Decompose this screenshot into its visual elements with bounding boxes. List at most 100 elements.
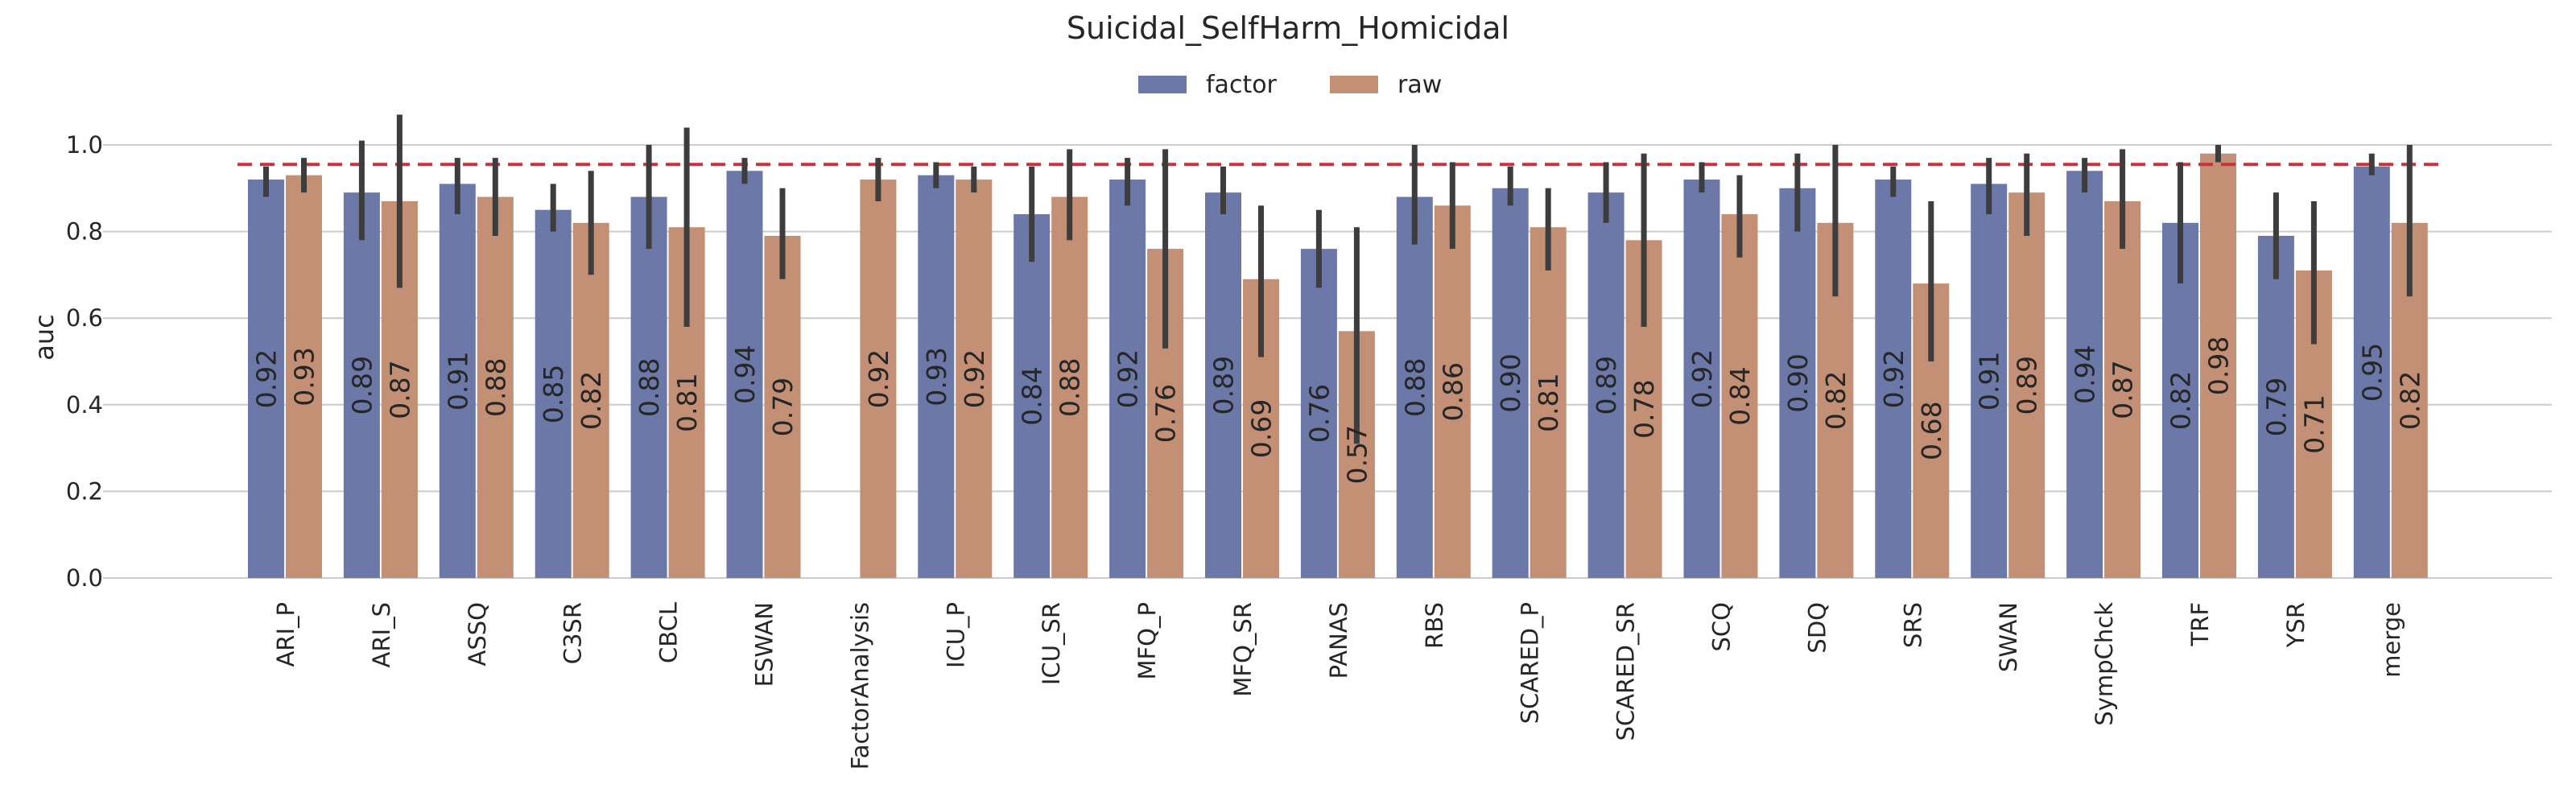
bar-factor-SCARED_P [1492,188,1529,579]
bar-factor-SDQ [1779,188,1816,579]
bar-value-label: 0.79 [767,378,799,436]
bar-value-label: 0.88 [480,358,511,417]
bar-value-label: 0.92 [251,349,283,408]
x-tick-label: PANAS [1325,602,1352,679]
bar-raw-SympChck [2104,200,2141,578]
bar-value-label: 0.84 [1724,366,1756,425]
bar-factor-ASSQ [439,184,476,579]
bar-value-label: 0.91 [1974,351,2005,410]
bar-factor-ICU_P [918,175,955,578]
y-tick-label: 0.8 [66,218,103,246]
bar-value-label: 0.81 [1533,373,1564,431]
bar-factor-ARI_S [343,192,380,578]
bars [248,153,2428,579]
bar-value-label: 0.88 [1399,358,1430,417]
x-tick-label: ESWAN [751,602,778,687]
legend-label-raw: raw [1397,71,1442,99]
bar-value-label: 0.94 [2070,345,2101,403]
x-tick-label: ASSQ [464,602,491,666]
bar-value-label: 0.87 [384,360,415,419]
legend-label-factor: factor [1206,71,1278,99]
chart-title: Suicidal_SelfHarm_Homicidal [1067,10,1509,46]
bar-value-label: 0.82 [2165,371,2197,430]
bar-raw-SCQ [1721,214,1758,578]
bar-factor-SWAN [1971,184,2008,579]
x-tick-label: RBS [1421,602,1448,649]
x-tick-label: ARI_S [368,602,395,667]
bar-factor-merge [2353,166,2390,578]
bar-factor-MFQ_SR [1205,192,1241,578]
bar-factor-SRS [1875,180,1912,579]
bar-value-label: 0.76 [1150,384,1182,443]
y-tick-label: 0.2 [66,477,103,505]
bar-value-label: 0.85 [538,365,569,423]
bar-value-label: 0.90 [1782,353,1814,412]
x-tick-label: SRS [1899,602,1926,648]
x-tick-label: FactorAnalysis [846,602,873,770]
bar-value-label: 0.69 [1246,399,1278,458]
bar-raw-ICU_P [956,180,993,579]
bar-raw-ESWAN [764,235,801,578]
bar-value-label: 0.88 [634,358,665,417]
bar-value-label: 0.92 [1686,349,1718,408]
x-tick-label: SWAN [1995,602,2022,672]
bar-value-label: 0.82 [576,371,607,430]
x-tick-label: MFQ_P [1133,602,1161,680]
legend: factor raw [1138,71,1442,99]
x-tick-labels: ARI_P ARI_S ASSQ C3SR CBCL ESWAN FactorAnalysi… [272,602,2405,770]
bar-factor-ESWAN [726,171,763,578]
bar-value-label: 0.84 [1017,366,1048,425]
y-axis-label: auc [29,314,60,360]
bar-raw-TRF [2200,153,2236,578]
bar-factor-CBCL [630,196,667,578]
bar-factor-ARI_P [248,180,284,579]
bar-value-label: 0.82 [1820,371,1852,430]
bar-factor-RBS [1396,196,1433,578]
bar-raw-ASSQ [477,196,514,578]
bar-raw-SCARED_P [1530,227,1567,578]
bar-raw-ICU_SR [1051,196,1088,578]
x-tick-label: SympChck [2091,602,2118,726]
x-tick-label: CBCL [655,602,683,663]
x-tick-label: SCQ [1708,602,1736,651]
bar-factor-SCARED_SR [1587,192,1624,578]
bar-value-label: 0.68 [1916,401,1947,460]
x-tick-label: TRF [2186,602,2214,647]
x-tick-label: ICU_SR [1038,602,1065,685]
y-tick-label: 0.4 [66,391,103,419]
x-tick-label: ICU_P [942,602,969,668]
x-tick-label: ARI_P [272,602,299,667]
y-tick-label: 1.0 [66,131,103,159]
x-tick-label: merge [2378,602,2405,678]
bar-factor-PANAS [1300,249,1337,578]
bar-value-label: 0.89 [2012,356,2043,415]
bar-value-label: 0.98 [2203,336,2235,395]
bar-value-label: 0.76 [1303,384,1335,443]
bar-factor-YSR [2257,235,2294,578]
bar-value-label: 0.94 [729,345,761,403]
bar-value-label: 0.90 [1495,353,1526,412]
bar-factor-SympChck [2066,171,2103,578]
bar-value-label: 0.92 [863,349,894,408]
bar-factor-ICU_SR [1013,214,1051,578]
bar-value-labels: 0.92 0.89 0.91 0.85 0.88 0.94 0.93 0.84 0.92 0.89… [251,336,2426,485]
x-tick-label: MFQ_SR [1229,602,1257,697]
x-tick-label: SCARED_P [1517,602,1544,724]
x-tick-label: SDQ [1803,602,1831,654]
legend-swatch-raw [1330,76,1378,93]
bar-value-label: 0.81 [671,373,703,431]
bar-value-label: 0.82 [2394,371,2425,430]
error-bars [263,114,2413,444]
bar-value-label: 0.92 [1878,349,1909,408]
bar-value-label: 0.71 [2298,394,2330,453]
bar-value-label: 0.78 [1629,379,1660,438]
bar-value-label: 0.86 [1437,362,1468,421]
bar-value-label: 0.88 [1055,358,1086,417]
bar-raw-SWAN [2008,192,2046,578]
bar-value-label: 0.89 [1208,356,1240,415]
bar-value-label: 0.57 [1341,425,1373,484]
bar-value-label: 0.93 [921,347,952,406]
bar-factor-SCQ [1683,180,1720,579]
bar-value-label: 0.89 [1591,356,1622,415]
